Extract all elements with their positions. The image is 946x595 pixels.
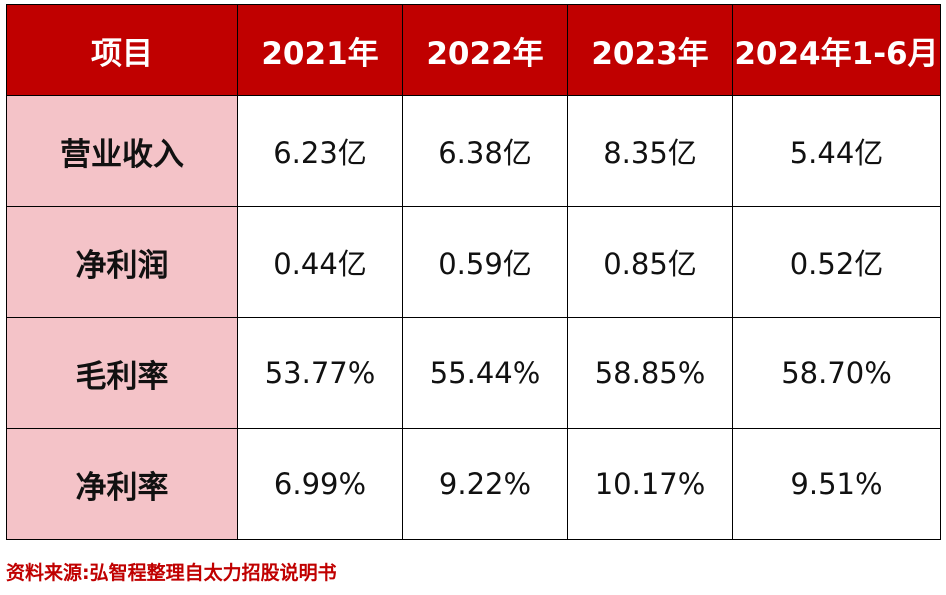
table-cell: 9.22%	[402, 428, 568, 540]
row-label-net-profit: 净利润	[6, 206, 238, 318]
table-cell: 0.52亿	[732, 206, 941, 318]
table-cell: 53.77%	[237, 317, 403, 429]
row-label-net-margin: 净利率	[6, 428, 238, 540]
table-cell: 58.70%	[732, 317, 941, 429]
table-cell: 10.17%	[567, 428, 733, 540]
table-cell: 8.35亿	[567, 95, 733, 207]
row-label-revenue: 营业收入	[6, 95, 238, 207]
table-cell: 5.44亿	[732, 95, 941, 207]
table-row-gross-margin: 毛利率 53.77% 55.44% 58.85% 58.70%	[6, 317, 941, 429]
table-cell: 9.51%	[732, 428, 941, 540]
source-note: 资料来源:弘智程整理自太力招股说明书	[6, 562, 337, 584]
header-cell-year: 2022年	[402, 4, 568, 96]
table-row-revenue: 营业收入 6.23亿 6.38亿 8.35亿 5.44亿	[6, 95, 941, 207]
table-cell: 58.85%	[567, 317, 733, 429]
table-cell: 6.38亿	[402, 95, 568, 207]
header-cell-year: 2024年1-6月	[732, 4, 941, 96]
table-header-row: 项目 2021年 2022年 2023年 2024年1-6月	[6, 4, 941, 96]
financial-summary-table: 项目 2021年 2022年 2023年 2024年1-6月 营业收入 6.23…	[6, 4, 941, 540]
table-row-net-margin: 净利率 6.99% 9.22% 10.17% 9.51%	[6, 428, 941, 540]
header-cell-year: 2023年	[567, 4, 733, 96]
table-cell: 55.44%	[402, 317, 568, 429]
table-row-net-profit: 净利润 0.44亿 0.59亿 0.85亿 0.52亿	[6, 206, 941, 318]
table-cell: 0.85亿	[567, 206, 733, 318]
table-cell: 0.44亿	[237, 206, 403, 318]
header-cell-year: 2021年	[237, 4, 403, 96]
header-cell-item: 项目	[6, 4, 238, 96]
table-cell: 6.99%	[237, 428, 403, 540]
table-cell: 0.59亿	[402, 206, 568, 318]
row-label-gross-margin: 毛利率	[6, 317, 238, 429]
table-cell: 6.23亿	[237, 95, 403, 207]
